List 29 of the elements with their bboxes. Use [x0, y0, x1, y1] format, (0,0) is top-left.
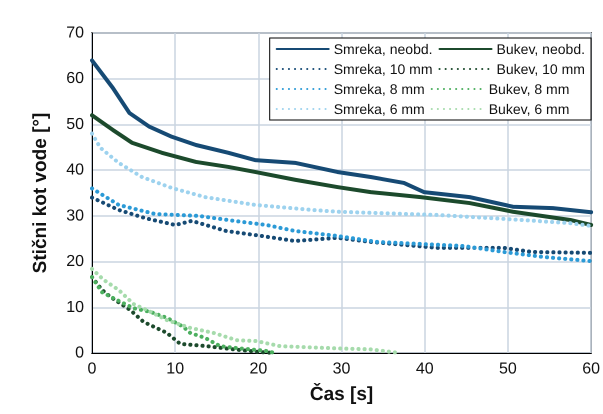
y-tick-label: 0: [75, 344, 84, 362]
y-tick-label: 70: [66, 24, 84, 42]
x-tick-label: 30: [332, 360, 351, 378]
x-axis-title: Čas [s]: [310, 382, 374, 405]
line-series: [90, 58, 594, 214]
x-tick-label: 10: [166, 360, 184, 378]
y-tick-label: 50: [66, 116, 84, 133]
x-tick-label: 50: [499, 360, 517, 378]
legend-label: Smreka, 10 mm: [334, 61, 433, 77]
legend-label: Bukev, 8 mm: [488, 81, 570, 97]
legend-label: Smreka, 6 mm: [334, 101, 425, 117]
line-series: [90, 196, 594, 255]
y-tick-label: 40: [66, 162, 84, 179]
x-tick-label: 40: [416, 360, 434, 378]
y-tick-label: 20: [66, 253, 84, 270]
legend-label: Smreka, neobd.: [334, 41, 433, 57]
x-tick-label: 20: [249, 360, 268, 378]
legend-label: Bukev, 6 mm: [488, 101, 570, 117]
legend-label: Bukev, neobd.: [496, 41, 586, 57]
y-tick-label: 10: [66, 298, 84, 316]
legend-label: Smreka, 8 mm: [334, 81, 425, 97]
y-tick-label: 30: [66, 207, 84, 224]
y-tick-label: 60: [66, 70, 84, 88]
line-series: [90, 186, 594, 264]
x-tick-label: 60: [582, 360, 600, 378]
x-tick-label: 0: [88, 360, 97, 378]
line-series: [90, 132, 594, 228]
y-axis-title: Stični kot vode [°]: [30, 112, 51, 274]
legend-label: Bukev, 10 mm: [496, 61, 585, 77]
